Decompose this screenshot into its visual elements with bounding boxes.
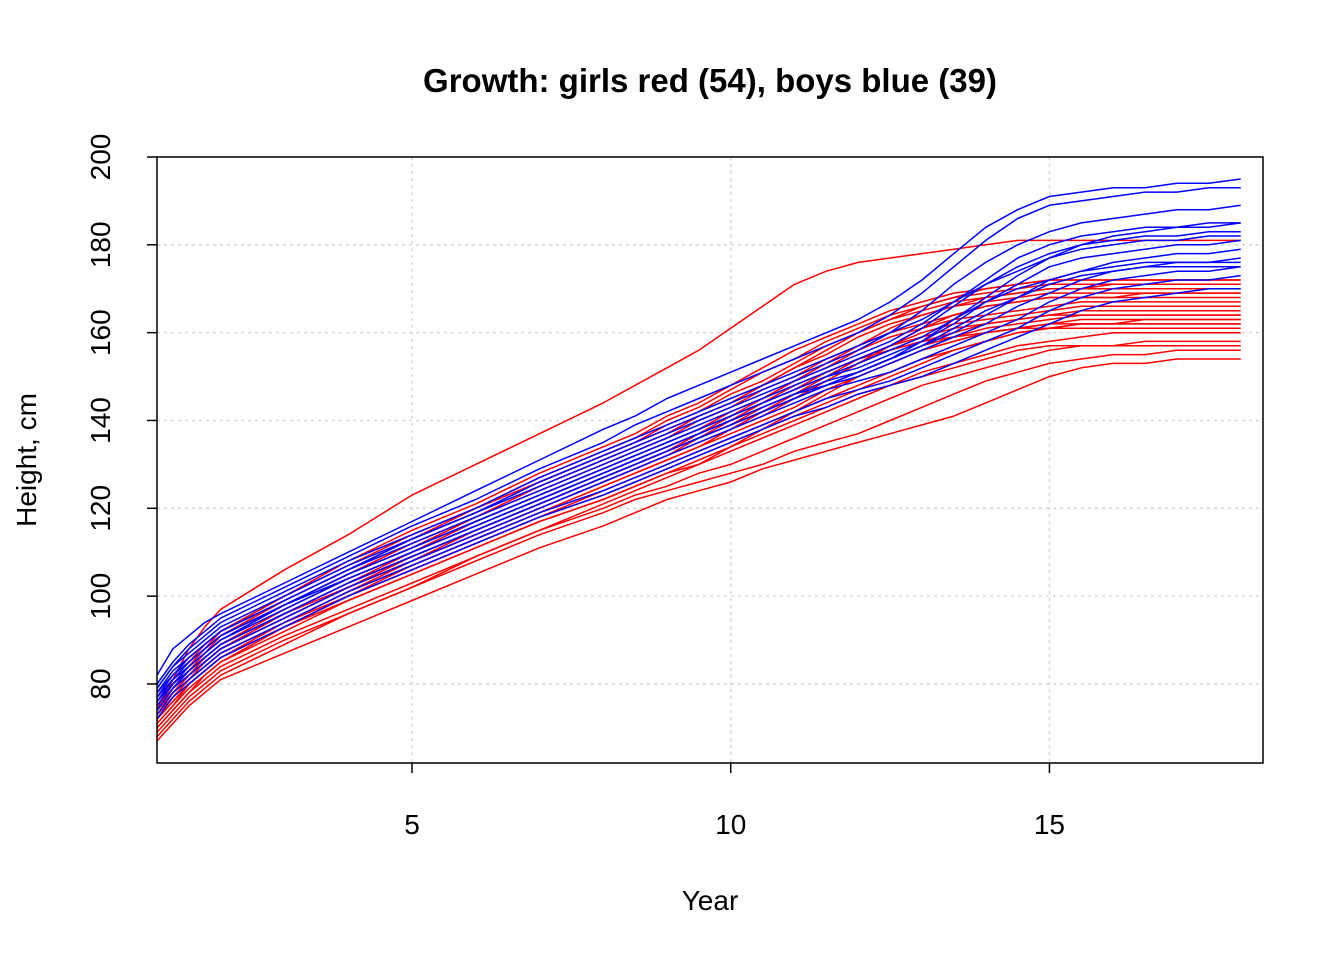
series-line-girl-4 xyxy=(156,323,1241,720)
series-line-boy-13 xyxy=(156,235,1241,689)
series-line-girl-2 xyxy=(156,340,1241,729)
plot-frame xyxy=(156,156,1264,764)
y-tick-label-140: 140 xyxy=(85,397,116,444)
x-tick-label-10: 10 xyxy=(715,809,746,840)
series-line-boy-10 xyxy=(156,287,1241,720)
series-line-girl-22 xyxy=(156,283,1241,711)
chart-title: Growth: girls red (54), boys blue (39) xyxy=(423,62,997,99)
series-line-boy-9 xyxy=(156,274,1241,716)
series-line-boy-8 xyxy=(156,266,1241,711)
series-line-girl-tall xyxy=(156,239,1241,711)
x-axis: 5 10 15 xyxy=(404,763,1065,840)
series-line-girl-18 xyxy=(156,279,1241,694)
x-tick-label-5: 5 xyxy=(404,809,420,840)
series-line-boy-14 xyxy=(156,222,1241,711)
series-line-girl-14 xyxy=(156,279,1241,698)
y-axis-label: Height, cm xyxy=(11,393,42,527)
series-line-girl-9 xyxy=(156,301,1241,711)
x-axis-label: Year xyxy=(682,885,739,916)
series-line-girl-short xyxy=(156,358,1241,742)
y-tick-label-200: 200 xyxy=(85,134,116,181)
series-line-boy-15 xyxy=(156,266,1241,698)
series-line-boy-tall xyxy=(156,178,1241,676)
series-line-boy-11 xyxy=(156,222,1241,694)
x-tick-label-15: 15 xyxy=(1034,809,1065,840)
y-axis: 80 100 120 140 160 180 200 xyxy=(85,134,157,700)
series-lines xyxy=(156,178,1241,742)
series-line-girl-3 xyxy=(156,331,1241,725)
series-line-boy-4 xyxy=(156,230,1241,694)
y-tick-label-100: 100 xyxy=(85,573,116,620)
series-line-boy-5 xyxy=(156,239,1241,698)
series-line-girl-16 xyxy=(156,327,1241,725)
series-line-girl-15 xyxy=(156,314,1241,729)
series-line-girl-1 xyxy=(156,349,1241,733)
y-tick-label-160: 160 xyxy=(85,309,116,356)
series-line-girl-21 xyxy=(156,345,1241,720)
series-line-girl-11 xyxy=(156,292,1241,707)
series-line-girl-6 xyxy=(156,314,1241,716)
y-tick-label-180: 180 xyxy=(85,221,116,268)
series-line-girl-17 xyxy=(156,318,1241,716)
series-line-boy-3 xyxy=(156,204,1241,689)
series-line-girl-7 xyxy=(156,309,1241,716)
series-line-boy-2 xyxy=(156,186,1241,685)
y-tick-label-80: 80 xyxy=(85,668,116,699)
series-line-boy-6 xyxy=(156,248,1241,702)
y-tick-label-120: 120 xyxy=(85,485,116,532)
series-line-girl-20 xyxy=(156,292,1241,707)
series-line-girl-5 xyxy=(156,318,1241,720)
